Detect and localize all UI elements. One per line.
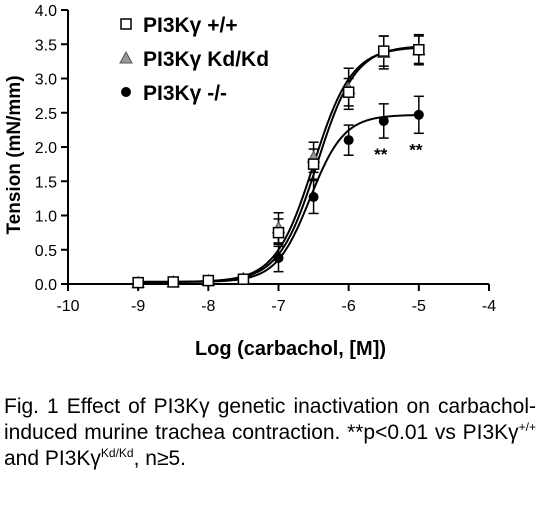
y-tick-label: 4.0 xyxy=(35,3,57,20)
x-tick-label: -9 xyxy=(131,298,145,315)
data-point xyxy=(378,115,389,126)
x-tick-label: -5 xyxy=(412,298,426,315)
x-tick-label: -10 xyxy=(56,298,79,315)
data-point xyxy=(202,274,215,287)
axes: -10 -9 -8 -7 -6 -5 -4 0.0 0.5 1.0 1.5 2.0 2.5 3.0 3.5 4… xyxy=(4,3,496,360)
y-tick-label: 3.0 xyxy=(35,72,57,89)
data-point xyxy=(272,226,285,239)
y-tick-label: 2.5 xyxy=(35,106,57,123)
y-tick-label: 1.5 xyxy=(35,174,57,191)
y-tick-label: 1.0 xyxy=(35,209,57,226)
significance-marker: ** xyxy=(409,140,423,159)
x-tick-label: -8 xyxy=(201,298,215,315)
data-point xyxy=(307,158,320,170)
legend-label: PI3Kγ -/- xyxy=(143,82,227,105)
caption-superscript-wildtype: +/+ xyxy=(518,420,536,434)
legend-label: PI3Kγ +/+ xyxy=(143,14,238,37)
data-markers xyxy=(131,42,426,289)
significance-marker: ** xyxy=(374,145,388,164)
legend-marker xyxy=(121,87,131,97)
data-point xyxy=(413,109,424,120)
data-point xyxy=(342,86,355,98)
figure-caption: Fig. 1 Effect of PI3Kγ genetic inactivat… xyxy=(4,394,536,472)
data-point xyxy=(343,135,354,146)
caption-text: Fig. 1 Effect of PI3Kγ genetic inactivat… xyxy=(4,395,536,444)
y-tick-label: 0.0 xyxy=(35,277,57,294)
data-point xyxy=(132,276,144,289)
dose-response-chart: -10 -9 -8 -7 -6 -5 -4 0.0 0.5 1.0 1.5 2.0 2.5 3.0 3.5 4… xyxy=(4,3,496,360)
caption-text-suffix: , n≥5. xyxy=(133,447,186,470)
y-tick-label: 0.5 xyxy=(35,243,57,260)
data-point xyxy=(308,192,319,203)
x-axis-label: Log (carbachol, [M]) xyxy=(195,338,386,360)
legend-label: PI3Kγ Kd/Kd xyxy=(143,48,269,71)
significance-annotations: ** ** xyxy=(374,140,423,164)
x-tick-label: -7 xyxy=(271,298,285,315)
data-point xyxy=(413,43,425,56)
caption-text-middle: and PI3Kγ xyxy=(4,447,101,470)
y-tick-label: 2.0 xyxy=(35,140,57,157)
y-tick-label: 3.5 xyxy=(35,37,57,54)
data-point xyxy=(167,276,179,288)
x-tick-label: -4 xyxy=(482,298,496,315)
legend-marker xyxy=(119,50,133,64)
y-axis-label: Tension (mN/mm) xyxy=(4,75,25,234)
caption-superscript-kinase-dead: Kd/Kd xyxy=(100,446,134,460)
legend: PI3Kγ +/+ PI3Kγ Kd/Kd PI3Kγ -/- xyxy=(119,14,269,105)
x-tick-label: -6 xyxy=(342,298,356,315)
data-point xyxy=(237,273,250,285)
data-point xyxy=(273,252,284,263)
legend-marker xyxy=(120,18,132,30)
data-point xyxy=(378,45,390,57)
